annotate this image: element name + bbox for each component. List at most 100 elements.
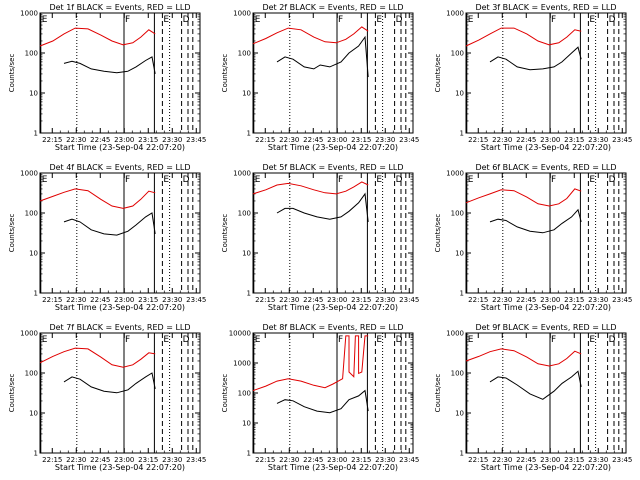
panel-title: Det 3f BLACK = Events, RED = LLD — [475, 3, 616, 12]
panel-title: Det 5f BLACK = Events, RED = LLD — [262, 163, 403, 172]
y-axis-label: Counts/sec — [8, 374, 16, 413]
x-tick-label: 23:15 — [351, 136, 371, 144]
y-tick-label: 10 — [455, 410, 464, 418]
y-tick-label: 1 — [34, 450, 38, 458]
marker-label: E — [255, 335, 261, 345]
x-tick-label: 22:15 — [468, 456, 488, 464]
x-tick-label: 23:30 — [588, 456, 608, 464]
y-tick-label: 1000 — [233, 170, 251, 178]
marker-label: E — [589, 175, 595, 185]
plot-frame — [465, 12, 627, 134]
y-tick-label: 10000 — [229, 330, 251, 338]
panel-title: Det 9f BLACK = Events, RED = LLD — [475, 323, 616, 332]
x-tick-label: 23:45 — [399, 296, 419, 304]
series-events-line — [276, 389, 369, 414]
y-tick-label: 1000 — [233, 10, 251, 18]
series-events-line — [63, 212, 156, 236]
y-tick-label: 1 — [34, 130, 38, 138]
y-tick-label: 100 — [238, 390, 251, 398]
x-tick-label: 23:00 — [540, 456, 560, 464]
x-tick-label: 22:45 — [303, 456, 323, 464]
panel-1: Det 1f BLACK = Events, RED = LLD 1 10 100 10… — [8, 3, 206, 152]
x-tick-label: 23:30 — [375, 456, 395, 464]
x-axis-label: Start Time (23-Sep-04 22:07:20) — [481, 463, 611, 472]
x-tick-label: 23:00 — [114, 456, 134, 464]
x-tick-label: 23:45 — [399, 136, 419, 144]
marker-label: D — [609, 335, 616, 345]
marker-label: F — [551, 175, 556, 185]
x-tick-label: 23:30 — [162, 136, 182, 144]
x-axis-label: Start Time (23-Sep-04 22:07:20) — [55, 463, 185, 472]
x-tick-label: 23:15 — [351, 456, 371, 464]
y-axis-label: Counts/sec — [434, 214, 442, 253]
marker-label: E — [468, 335, 474, 345]
x-tick-label: 22:15 — [255, 456, 275, 464]
panel-9: Det 9f BLACK = Events, RED = LLD 1 10 100 10… — [434, 323, 632, 472]
x-tick-label: 22:30 — [279, 296, 299, 304]
panel-6: Det 6f BLACK = Events, RED = LLD 1 10 100 10… — [434, 163, 632, 312]
series-lld-line — [252, 26, 369, 45]
y-tick-label: 1000 — [233, 360, 251, 368]
x-tick-label: 23:15 — [351, 296, 371, 304]
panel-4: Det 4f BLACK = Events, RED = LLD 1 10 100 10… — [8, 163, 206, 312]
x-tick-label: 23:00 — [540, 296, 560, 304]
x-tick-label: 23:45 — [399, 456, 419, 464]
x-tick-label: 22:15 — [42, 456, 62, 464]
marker-label: E — [589, 15, 595, 25]
marker-label: E — [468, 175, 474, 185]
panel-title: Det 2f BLACK = Events, RED = LLD — [262, 3, 403, 12]
y-tick-label: 1 — [34, 290, 38, 298]
marker-label: F — [338, 335, 343, 345]
marker-label: F — [338, 15, 343, 25]
x-axis-label: Start Time (23-Sep-04 22:07:20) — [268, 463, 398, 472]
panel-7: Det 7f BLACK = Events, RED = LLD 1 10 100 10… — [8, 323, 206, 472]
marker-label: F — [125, 335, 130, 345]
x-tick-label: 22:45 — [90, 296, 110, 304]
x-tick-label: 22:45 — [303, 136, 323, 144]
x-tick-label: 22:15 — [42, 136, 62, 144]
y-tick-label: 1 — [460, 450, 464, 458]
y-tick-label: 10 — [455, 250, 464, 258]
y-tick-label: 1000 — [20, 170, 38, 178]
panel-2: Det 2f BLACK = Events, RED = LLD 1 10 100 10… — [221, 3, 419, 152]
y-tick-label: 100 — [25, 50, 38, 58]
x-tick-label: 23:45 — [612, 296, 632, 304]
x-tick-label: 23:00 — [327, 296, 347, 304]
x-tick-label: 23:15 — [564, 456, 584, 464]
marker-label: F — [338, 175, 343, 185]
plot-frame — [39, 332, 201, 454]
y-tick-label: 10 — [29, 90, 38, 98]
series-lld-line — [465, 27, 582, 47]
y-tick-label: 1 — [247, 130, 251, 138]
y-tick-label: 1000 — [446, 170, 464, 178]
y-tick-label: 100 — [238, 50, 251, 58]
series-lld-line — [465, 348, 582, 367]
x-tick-label: 23:45 — [612, 136, 632, 144]
marker-label: D — [396, 175, 403, 185]
x-tick-label: 22:45 — [90, 456, 110, 464]
x-tick-label: 23:30 — [375, 136, 395, 144]
marker-label: E — [255, 15, 261, 25]
y-tick-label: 1 — [247, 290, 251, 298]
x-axis-label: Start Time (23-Sep-04 22:07:20) — [481, 143, 611, 152]
marker-label: E — [163, 175, 169, 185]
x-tick-label: 23:45 — [186, 296, 206, 304]
y-tick-label: 100 — [451, 210, 464, 218]
x-axis-label: Start Time (23-Sep-04 22:07:20) — [55, 143, 185, 152]
x-tick-label: 23:00 — [114, 296, 134, 304]
marker-label: E — [42, 175, 48, 185]
x-tick-label: 23:30 — [375, 296, 395, 304]
y-tick-label: 1000 — [446, 10, 464, 18]
marker-label: D — [396, 335, 403, 345]
y-axis-label: Counts/sec — [221, 214, 229, 253]
x-axis-label: Start Time (23-Sep-04 22:07:20) — [268, 143, 398, 152]
y-tick-label: 100 — [451, 50, 464, 58]
panel-8: Det 8f BLACK = Events, RED = LLD 1 10 100 10… — [221, 323, 419, 472]
x-tick-label: 23:00 — [327, 136, 347, 144]
x-tick-label: 22:30 — [492, 296, 512, 304]
series-lld-line — [39, 347, 156, 368]
y-tick-label: 1 — [460, 130, 464, 138]
y-tick-label: 1000 — [20, 10, 38, 18]
x-axis-label: Start Time (23-Sep-04 22:07:20) — [268, 303, 398, 312]
